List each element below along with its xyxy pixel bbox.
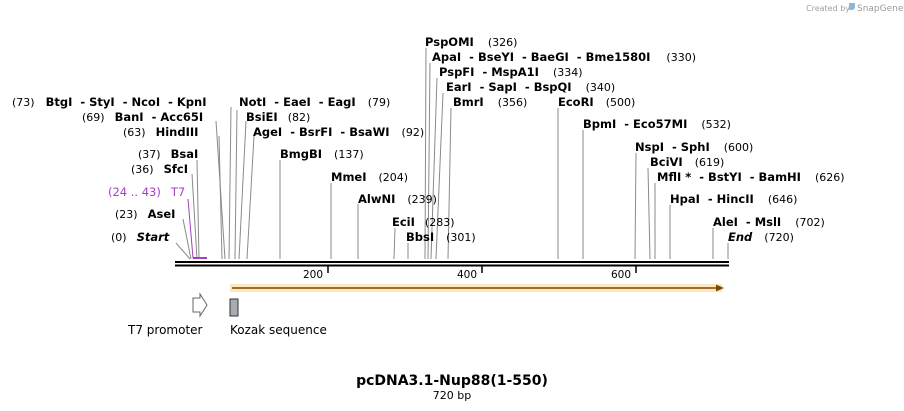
feature-label-kozak: Kozak sequence: [230, 323, 327, 337]
end-label: End (720): [728, 230, 794, 244]
sequence-backbone: [175, 261, 729, 267]
site-label-82: BsiEI (82): [246, 110, 310, 124]
feature-label-t7-promoter: T7 promoter: [127, 323, 203, 337]
site-label-204: MmeI (204): [331, 170, 408, 184]
tick-label-200: 200: [303, 269, 323, 281]
credit-prefix: Created by: [806, 4, 850, 13]
start-label: (0) Start: [111, 230, 170, 244]
site-label-79: NotI - EaeI - EagI (79): [239, 95, 390, 109]
site-label-532: BpmI - Eco57MI (532): [583, 117, 731, 131]
site-label-646: HpaI - HincII (646): [670, 192, 797, 206]
primer-label-t7: (24 .. 43) T7: [108, 185, 185, 199]
site-label-73: (73) BtgI - StyI - NcoI - KpnI: [12, 95, 207, 109]
site-label-92: AgeI - BsrFI - BsaWI (92): [253, 125, 424, 139]
snapgene-logo-icon: [849, 3, 855, 10]
credit-brand: SnapGene: [857, 4, 904, 14]
tick-label-600: 600: [611, 269, 631, 281]
tick-label-400: 400: [457, 269, 477, 281]
map-length: 720 bp: [433, 389, 471, 402]
site-label-356: BmrI (356): [453, 95, 527, 109]
site-label-334: PspFI - MspA1I (334): [439, 65, 583, 79]
site-label-37: (37) BsaI: [138, 147, 198, 161]
site-lines: [175, 47, 729, 260]
site-label-500: EcoRI (500): [558, 95, 635, 109]
site-label-283: EciI (283): [392, 215, 455, 229]
t7-promoter-arrow-icon: [192, 292, 208, 318]
site-label-702: AleI - MslI (702): [713, 215, 825, 229]
site-label-301: BbsI (301): [406, 230, 476, 244]
ruler-ticks: [327, 266, 637, 273]
primer-t7-mark: [187, 198, 207, 259]
site-label-619: BciVI (619): [650, 155, 724, 169]
site-label-600: NspI - SphI (600): [635, 140, 753, 154]
site-label-326: PspOMI (326): [425, 35, 517, 49]
site-label-69: (69) BanI - Acc65I: [82, 110, 203, 124]
kozak-sequence-box-icon: [229, 298, 239, 317]
site-label-340: EarI - SapI - BspQI (340): [446, 80, 615, 94]
site-label-330: ApaI - BseYI - BaeGI - Bme1580I (330): [432, 50, 696, 64]
site-label-626: MflI * - BstYI - BamHI (626): [657, 170, 845, 184]
orf-arrow: [230, 284, 724, 292]
site-label-239: AlwNI (239): [358, 192, 437, 206]
site-label-137: BmgBI (137): [280, 147, 364, 161]
map-title: pcDNA3.1-Nup88(1-550): [356, 373, 548, 389]
site-label-23: (23) AseI: [115, 207, 175, 221]
site-label-63: (63) HindIII: [123, 125, 198, 139]
site-label-36: (36) SfcI: [131, 162, 188, 176]
